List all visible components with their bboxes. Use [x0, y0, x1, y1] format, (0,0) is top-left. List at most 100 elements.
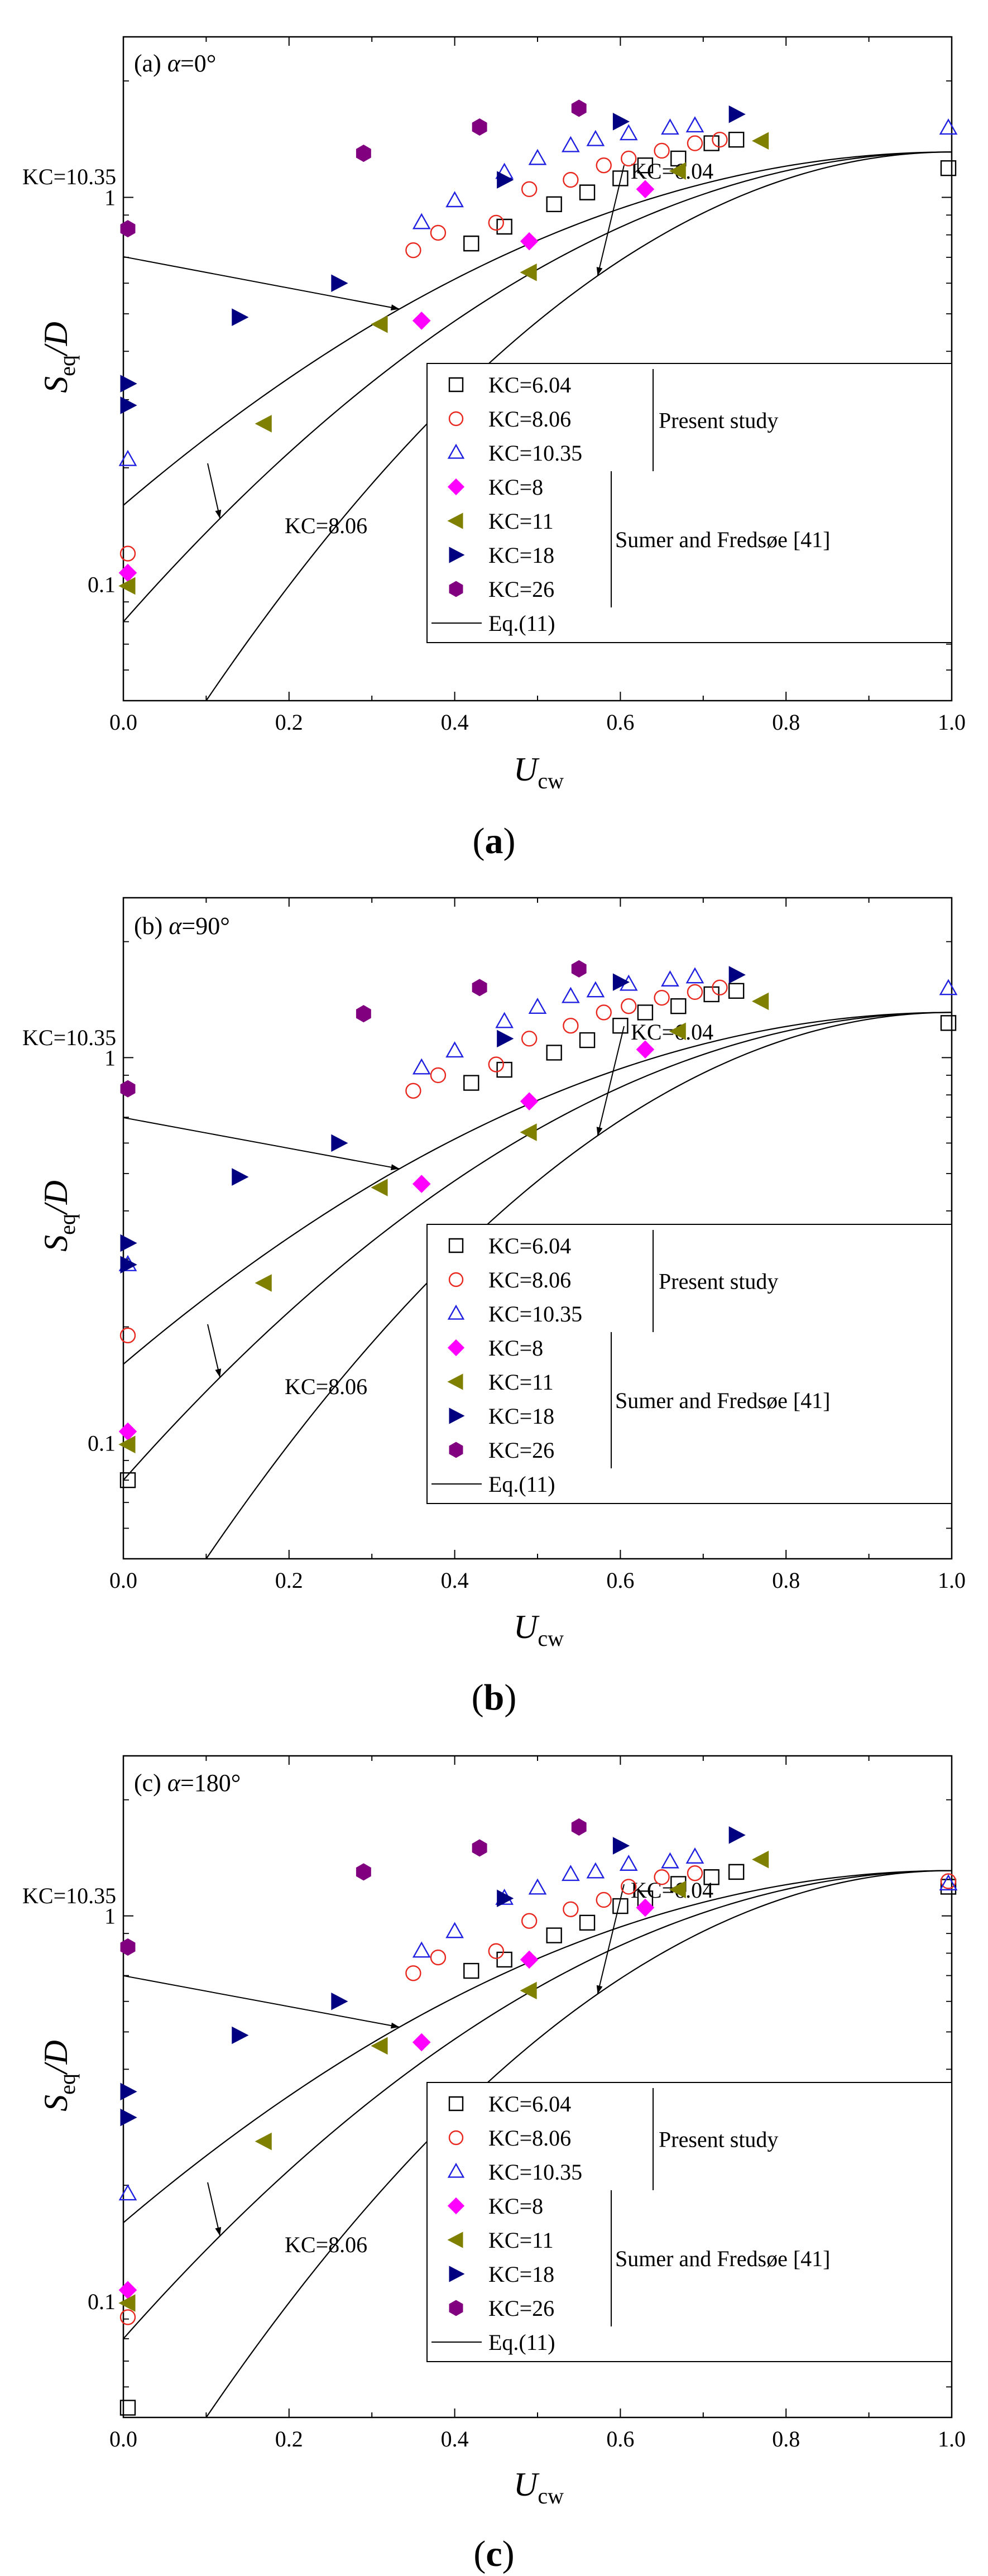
- data-point: [472, 118, 487, 136]
- panel-title: (a) α=0°: [134, 50, 216, 77]
- data-point: [612, 1898, 629, 1914]
- data-point: [521, 1913, 538, 1929]
- data-point: [118, 2294, 136, 2312]
- data-point: [520, 264, 537, 281]
- data-points: [118, 99, 958, 595]
- data-point: [579, 1032, 596, 1048]
- data-point: [412, 1058, 431, 1075]
- legend-item: KC=6.04: [448, 372, 571, 398]
- data-point: [636, 1040, 655, 1059]
- data-point: [232, 2026, 249, 2044]
- curve-label-arrow: [123, 256, 400, 310]
- x-tick-label: 0.4: [441, 1568, 469, 1593]
- data-point: [488, 214, 504, 231]
- series-kc-8: [118, 180, 655, 582]
- data-point: [612, 170, 629, 186]
- data-point: [637, 1004, 654, 1021]
- legend-item: KC=26: [449, 2296, 554, 2321]
- data-point: [496, 1951, 512, 1968]
- curve-kc-10-35: [123, 1012, 952, 1365]
- curve-labels: KC=10.35 KC=6.04 KC=8.06: [22, 1878, 713, 2257]
- legend-label: KC=8: [488, 2194, 543, 2219]
- data-point: [463, 235, 479, 252]
- legend-marker: [447, 2232, 463, 2248]
- curve-label: KC=10.35: [22, 164, 116, 189]
- data-point: [120, 1080, 136, 1098]
- data-point: [488, 1056, 504, 1072]
- x-tick-label: 0.8: [772, 2426, 800, 2451]
- legend-label: Eq.(11): [488, 611, 555, 636]
- data-point: [120, 1256, 137, 1274]
- data-points: [118, 1818, 958, 2416]
- data-point: [497, 1889, 514, 1908]
- x-tick-label: 1.0: [938, 1568, 966, 1593]
- legend-marker: [449, 1407, 465, 1424]
- x-tick-label: 0.4: [441, 710, 469, 735]
- data-point: [546, 196, 562, 213]
- data-point: [752, 132, 769, 150]
- data-point: [579, 1914, 596, 1931]
- legend-item: KC=18: [449, 543, 554, 568]
- data-point: [612, 973, 630, 991]
- data-point: [636, 180, 655, 199]
- curve-label: KC=8.06: [285, 513, 367, 538]
- data-point: [546, 1927, 562, 1943]
- data-point: [654, 989, 670, 1006]
- data-point: [752, 1850, 769, 1869]
- panel-title: (c) α=180°: [134, 1769, 241, 1797]
- legend-marker: [447, 2197, 465, 2215]
- data-point: [619, 124, 638, 141]
- legend-item: KC=8.06: [448, 2125, 571, 2151]
- series-kc-26: [120, 1818, 587, 1956]
- data-point: [120, 1234, 137, 1252]
- data-point: [405, 1965, 421, 1981]
- curve-label-arrow: [597, 1026, 625, 1136]
- data-point: [661, 118, 679, 135]
- series-kc-11: [118, 992, 769, 1454]
- data-point: [520, 232, 539, 251]
- data-point: [119, 2309, 136, 2325]
- data-point: [939, 979, 958, 995]
- data-point: [940, 160, 957, 176]
- data-point: [232, 1168, 249, 1186]
- data-point: [118, 449, 137, 466]
- data-point: [520, 1123, 537, 1141]
- legend-label: KC=8: [488, 475, 543, 500]
- legend-group-present: Present study: [659, 1269, 778, 1294]
- data-point: [687, 135, 703, 151]
- legend-marker: [447, 2162, 465, 2178]
- curve-labels: KC=10.35 KC=6.04 KC=8.06: [22, 1019, 713, 1399]
- x-tick-label: 0.6: [606, 2426, 634, 2451]
- data-point: [562, 136, 580, 152]
- legend-label: KC=10.35: [488, 2160, 582, 2185]
- legend-label: KC=6.04: [488, 1233, 571, 1258]
- data-point: [120, 396, 137, 414]
- legend-label: KC=11: [488, 509, 554, 534]
- legend-item: Eq.(11): [431, 2330, 555, 2355]
- data-point: [412, 312, 431, 330]
- series-kc-10-35: [118, 967, 958, 1271]
- data-point: [472, 979, 487, 997]
- curve-kc-6-04: [205, 151, 952, 701]
- legend-group-present: Present study: [659, 2127, 778, 2152]
- arrow-head-icon: [596, 1127, 603, 1136]
- data-point: [488, 1943, 504, 1959]
- data-point: [596, 1892, 612, 1908]
- arrow-head-icon: [596, 1985, 603, 1994]
- data-point: [586, 1862, 605, 1879]
- legend-box: [426, 2082, 952, 2362]
- data-point: [661, 1852, 679, 1869]
- series-kc-8-06: [119, 1865, 957, 2325]
- series-kc-26: [120, 99, 587, 238]
- data-point: [562, 1865, 580, 1881]
- y-tick-label: 0.1: [88, 1430, 116, 1455]
- data-point: [405, 1083, 421, 1099]
- data-point: [685, 116, 704, 133]
- data-point: [445, 1922, 464, 1938]
- curve-label-arrow: [597, 165, 625, 276]
- y-axis-label: Seq/D: [37, 2040, 80, 2111]
- data-point: [728, 105, 746, 123]
- data-point: [596, 157, 612, 174]
- series-kc-8-06: [119, 131, 728, 562]
